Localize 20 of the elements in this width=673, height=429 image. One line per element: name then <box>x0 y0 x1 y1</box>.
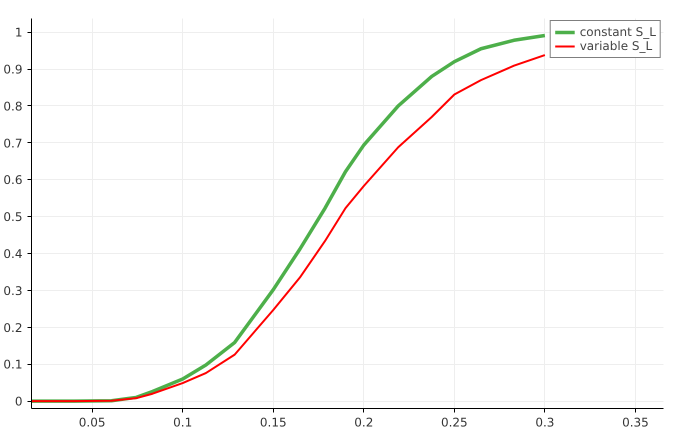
y-tick-label: 0.8 <box>3 99 23 114</box>
y-tick-label: 0 <box>14 394 23 409</box>
y-tick-label: 0.5 <box>3 210 23 224</box>
legend-label: constant S_L <box>580 25 656 39</box>
x-tick-label: 0.25 <box>440 416 468 429</box>
y-tick-label: 0.9 <box>3 62 23 77</box>
x-tick-label: 0.15 <box>260 416 287 429</box>
x-tick-label: 0.2 <box>354 416 374 429</box>
y-tick-label: 0.1 <box>3 358 23 372</box>
legend-label: variable S_L <box>580 39 652 53</box>
x-tick-label: 0.05 <box>78 416 106 429</box>
x-tick-label: 0.3 <box>535 416 554 429</box>
y-tick-label: 1 <box>14 26 23 40</box>
x-tick-label: 0.1 <box>173 416 192 429</box>
y-tick-label: 0.3 <box>3 284 23 298</box>
y-tick-label: 0.7 <box>3 136 23 150</box>
y-tick-label: 0.4 <box>3 247 23 262</box>
x-tick-label: 0.35 <box>622 416 649 429</box>
y-tick-label: 0.6 <box>3 173 23 188</box>
y-tick-label: 0.2 <box>3 320 23 335</box>
